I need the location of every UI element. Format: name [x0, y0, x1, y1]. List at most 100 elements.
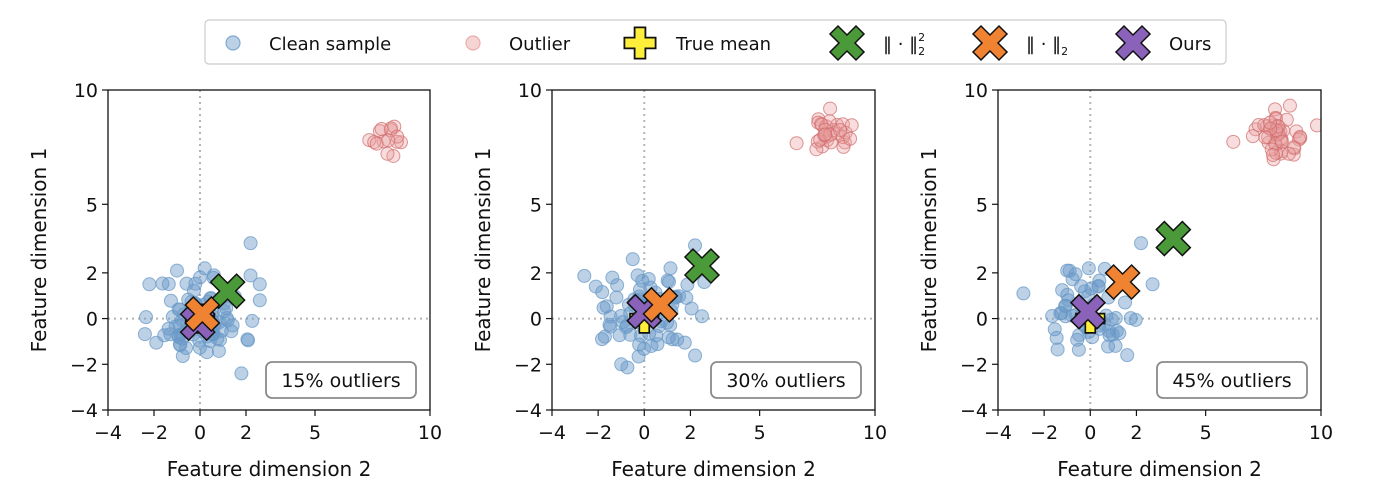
legend-label: Clean sample [269, 34, 391, 55]
outlier-point [1293, 129, 1308, 144]
clean-sample-point [241, 333, 256, 348]
legend-label-text: ‖ · ‖ [1026, 34, 1061, 55]
l2-squared-mean-marker [1155, 220, 1192, 257]
x-tick-label: 5 [309, 422, 321, 444]
clean-sample-point [1105, 327, 1120, 342]
outlier-point [1226, 134, 1241, 149]
outlier-point [789, 136, 804, 151]
clean-sample-point [660, 273, 675, 288]
annotation-box [710, 361, 862, 399]
clean-sample-point [142, 277, 157, 292]
outlier-point [1271, 119, 1286, 134]
clean-sample-point [1081, 288, 1096, 303]
y-tick-label: 0 [86, 309, 98, 331]
plot-area [108, 90, 430, 410]
outlier-point [818, 127, 833, 142]
clean-sample-point [588, 279, 603, 294]
legend-marker-plus [623, 26, 657, 60]
l2-mean-marker [1104, 263, 1141, 301]
l2-squared-mean-marker [683, 247, 721, 285]
clean-sample-point [179, 341, 194, 356]
clean-sample-point [211, 343, 226, 358]
y-tick-label: 0 [976, 309, 988, 331]
clean-sample-point [614, 357, 629, 372]
clean-sample-point [240, 332, 255, 347]
outlier-ratio-label: 30% outliers [726, 370, 845, 392]
legend-item: Outlier [465, 34, 571, 55]
clean-sample-point [1134, 236, 1149, 251]
outlier-point [1309, 118, 1321, 133]
axes-frame [551, 89, 876, 411]
clean-sample-point [670, 332, 685, 347]
clean-sample-point [688, 238, 703, 253]
clean-sample-point [1071, 342, 1086, 357]
legend-item: True mean [623, 26, 771, 60]
outlier-point [1264, 142, 1279, 157]
l2-mean-marker [184, 295, 221, 333]
annotation-box [265, 361, 417, 399]
outlier-point [844, 118, 859, 133]
clean-sample-point [252, 277, 267, 292]
clean-sample-point [595, 332, 610, 347]
clean-sample-point [1055, 283, 1070, 298]
l2-mean-marker [642, 286, 679, 323]
clean-sample-point [641, 271, 656, 286]
clean-sample-point [243, 236, 258, 251]
legend: Clean sample Outlier True mean ‖ · ‖2 2 ‖ · ‖… [204, 19, 1227, 65]
y-tick-label: −4 [70, 400, 98, 422]
legend-item: Ours [1114, 24, 1211, 62]
legend-label-text: True mean [675, 34, 771, 55]
scatter-panel: −4 −2 0 2 5 10 −4 −2 0 2 5 10 Feature dimension 2 Fea… [27, 80, 442, 481]
legend-label: ‖ · ‖2 [1026, 34, 1068, 58]
clean-sample-point [577, 268, 592, 283]
clean-sample-point [665, 332, 680, 347]
legend-label-text: Clean sample [269, 34, 391, 55]
clean-sample-point [610, 278, 625, 293]
scatter-panel: −4 −2 0 2 5 10 −4 −2 0 2 5 10 Feature dimension 2 Fea… [917, 80, 1333, 481]
clean-sample-point [1047, 322, 1062, 337]
y-tick-label: 2 [976, 263, 988, 285]
legend-label: Ours [1169, 34, 1211, 55]
clean-sample-point [644, 338, 659, 353]
clean-sample-point [694, 309, 709, 324]
panels: −4 −2 0 2 5 10 −4 −2 0 2 5 10 Feature dimension 2 Fea… [27, 80, 1333, 481]
y-tick-label: 10 [74, 80, 98, 102]
clean-sample-point [219, 311, 234, 326]
clean-sample-point [1050, 342, 1065, 357]
clean-sample-point [625, 252, 640, 267]
clean-sample-point [139, 310, 154, 325]
x-tick-label: −2 [584, 422, 612, 444]
clean-sample-point [679, 290, 694, 305]
clean-sample-point [199, 345, 214, 360]
outlier-point [1258, 130, 1273, 145]
clean-sample-point [630, 268, 645, 283]
clean-sample-point [175, 349, 190, 364]
clean-sample-point [1074, 279, 1089, 294]
clean-sample-point [1060, 263, 1075, 278]
clean-sample-point [1053, 306, 1068, 321]
x-tick-label: 5 [1200, 422, 1212, 444]
legend-marker-circle [225, 35, 241, 51]
clean-sample-point [623, 327, 638, 342]
x-axis-label: Feature dimension 2 [611, 457, 816, 481]
y-tick-label: 10 [518, 80, 542, 102]
annotation-box [1156, 361, 1308, 399]
legend-label: ‖ · ‖2 2 [883, 31, 925, 58]
outlier-point [369, 136, 384, 151]
legend-label-sub: 2 [918, 45, 925, 58]
y-axis-label: Feature dimension 1 [27, 148, 51, 353]
x-tick-label: 5 [754, 422, 766, 444]
clean-sample-point [1120, 348, 1135, 363]
clean-sample-point [245, 313, 260, 328]
x-tick-label: −4 [94, 422, 122, 444]
y-tick-label: −4 [514, 400, 542, 422]
clean-sample-point [252, 293, 267, 308]
x-tick-label: 0 [638, 422, 650, 444]
legend-frame [204, 19, 1227, 65]
outlier-point [380, 146, 395, 161]
x-tick-label: 2 [1130, 422, 1142, 444]
y-tick-label: 5 [530, 194, 542, 216]
x-axis-label: Feature dimension 2 [167, 457, 372, 481]
clean-sample-point [149, 335, 164, 350]
